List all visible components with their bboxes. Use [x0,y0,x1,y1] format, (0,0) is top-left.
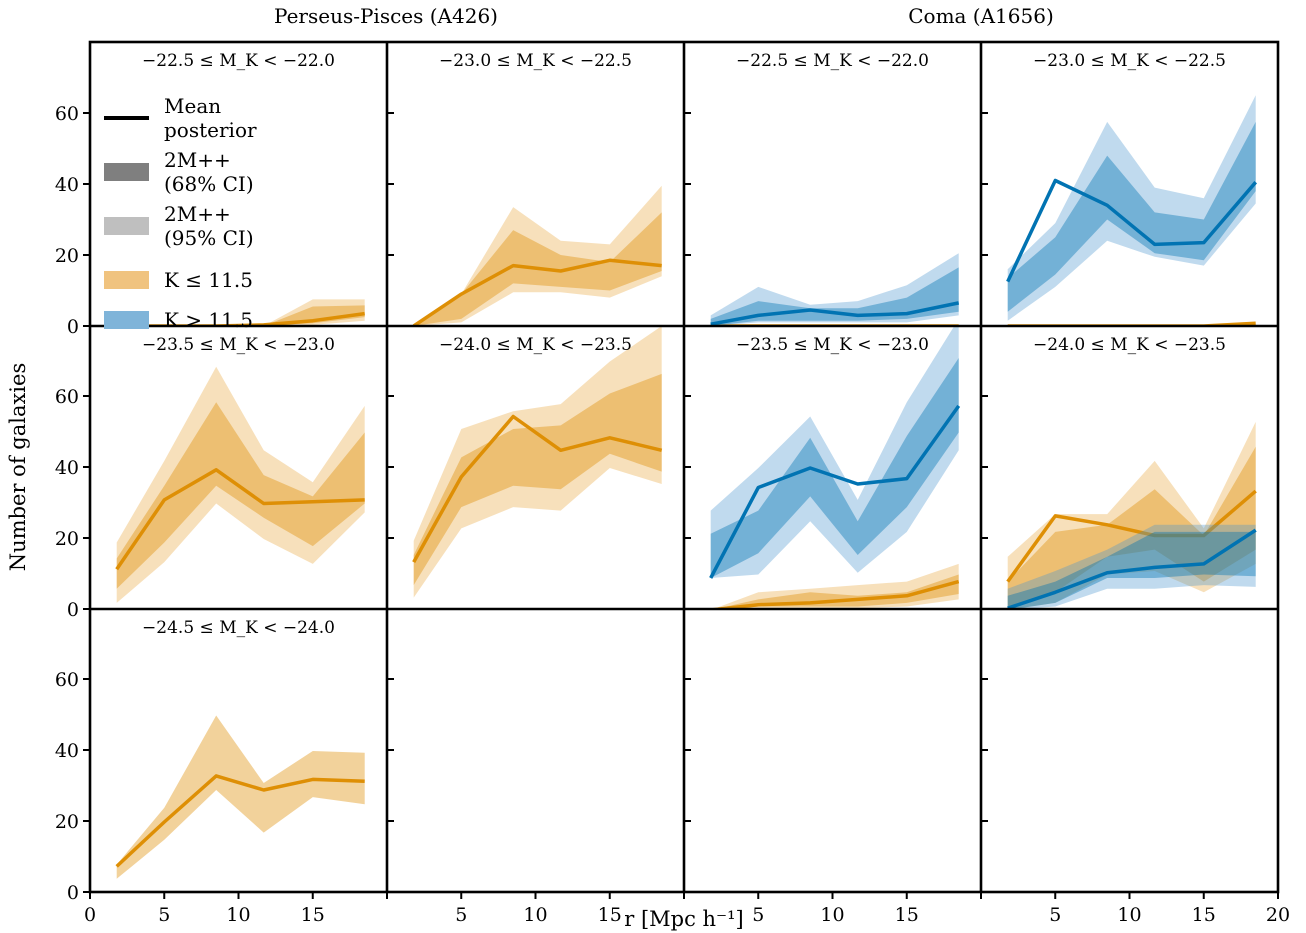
mean-line-bright [115,468,365,571]
ci68-band-bright [710,574,959,610]
y-tick-label: 60 [55,103,79,125]
legend-patch-swatch [104,271,149,289]
mean-line-bright [115,774,365,868]
panel-title: −22.5 ≤ M_K < −22.0 [736,51,929,71]
x-axis-label: r [Mpc h⁻¹] [624,907,744,931]
panel-1 [412,185,662,326]
ci95-band-bright [413,326,662,598]
panel-7 [1006,421,1257,610]
y-tick-label: 20 [55,245,79,267]
ci95-band-faint [1007,95,1256,321]
panels: −22.5 ≤ M_K < −22.0 −23.0 ≤ M_K < −22.5 −2… [115,51,1258,879]
ci95-band-bright [710,563,959,610]
legend-label: K > 11.5 [164,308,253,332]
ci95-band-bright [116,299,365,326]
x-tick-label: 10 [820,904,844,926]
y-tick-label: 20 [55,528,79,550]
x-tick-label: 15 [301,904,325,926]
y-tick-label: 0 [67,316,79,338]
y-tick-label: 40 [55,174,79,196]
ci68-band-bright [1007,446,1256,610]
x-tick-label: 20 [1266,904,1290,926]
mean-line-bright [710,579,960,610]
y-tick-label: 0 [67,599,79,621]
y-tick-label: 0 [67,882,79,904]
ci68-band-bright [116,715,365,879]
legend-patch-swatch [104,311,149,329]
mean-line-bright [412,258,662,326]
mean-line-bright [1006,489,1257,583]
legend-label: Mean posterior [164,94,257,142]
ci68-band-faint [1007,121,1256,312]
panel-3 [1006,95,1258,326]
ci68-band-bright [413,373,662,586]
x-tick-label: 5 [455,904,467,926]
x-tick-label: 10 [523,904,547,926]
panel-4 [115,366,365,603]
ci95-band-bright [413,185,662,326]
panel-title: −24.0 ≤ M_K < −23.5 [1033,335,1226,355]
column-label-coma: Coma (A1656) [908,4,1054,28]
legend-label: 2M++ (95% CI) [164,202,254,250]
panel-title: −22.5 ≤ M_K < −22.0 [142,51,335,71]
x-tick-label: 10 [226,904,250,926]
panel-2 [710,253,960,326]
ci95-band-faint [710,253,959,326]
panel-title: −24.5 ≤ M_K < −24.0 [142,618,335,638]
ci95-band-faint [710,326,959,578]
x-tick-label: 5 [158,904,170,926]
mean-line-faint [709,404,961,579]
x-tick-label: 15 [1192,904,1216,926]
mean-line-faint [710,301,960,326]
panel-title: −23.5 ≤ M_K < −23.0 [736,335,929,355]
panel-title: −23.5 ≤ M_K < −23.0 [142,335,335,355]
x-tick-label: 5 [752,904,764,926]
panel-5 [412,326,663,598]
x-tick-label: 10 [1117,904,1141,926]
axes: 0 20 40 60 0 20 40 60 0 20 40 60 0 5 10 15 5 10 15 5 10 15 5 10… [55,103,1290,926]
panel-title: −23.0 ≤ M_K < −22.5 [1033,51,1226,71]
panel-title: −23.0 ≤ M_K < −22.5 [439,51,632,71]
ci68-band-faint [710,358,959,578]
legend: Mean posterior 2M++ (68% CI) 2M++ (95% CI) K ≤… [104,94,257,332]
y-tick-label: 40 [55,457,79,479]
x-tick-label: 0 [84,904,96,926]
x-tick-label: 15 [598,904,622,926]
mean-line-faint [1007,528,1257,610]
mean-line-bright [412,414,663,563]
ci68-band-faint [710,267,959,326]
x-tick-label: 5 [1049,904,1061,926]
legend-patch-swatch [104,217,149,235]
mean-line-faint [1006,178,1258,283]
ci68-band-bright [116,402,365,589]
panel-6 [709,326,961,610]
x-tick-label: 15 [895,904,919,926]
panel-title: −24.0 ≤ M_K < −23.5 [439,335,632,355]
y-tick-label: 60 [55,669,79,691]
y-tick-label: 20 [55,811,79,833]
y-tick-label: 60 [55,386,79,408]
column-label-perseus: Perseus-Pisces (A426) [274,4,498,28]
panel-8 [115,715,365,879]
legend-label: K ≤ 11.5 [164,268,253,292]
ci95-band-bright [116,366,365,603]
y-tick-label: 40 [55,740,79,762]
legend-patch-swatch [104,163,149,181]
y-axis-label: Number of galaxies [6,363,30,571]
legend-label: 2M++ (68% CI) [164,148,254,196]
